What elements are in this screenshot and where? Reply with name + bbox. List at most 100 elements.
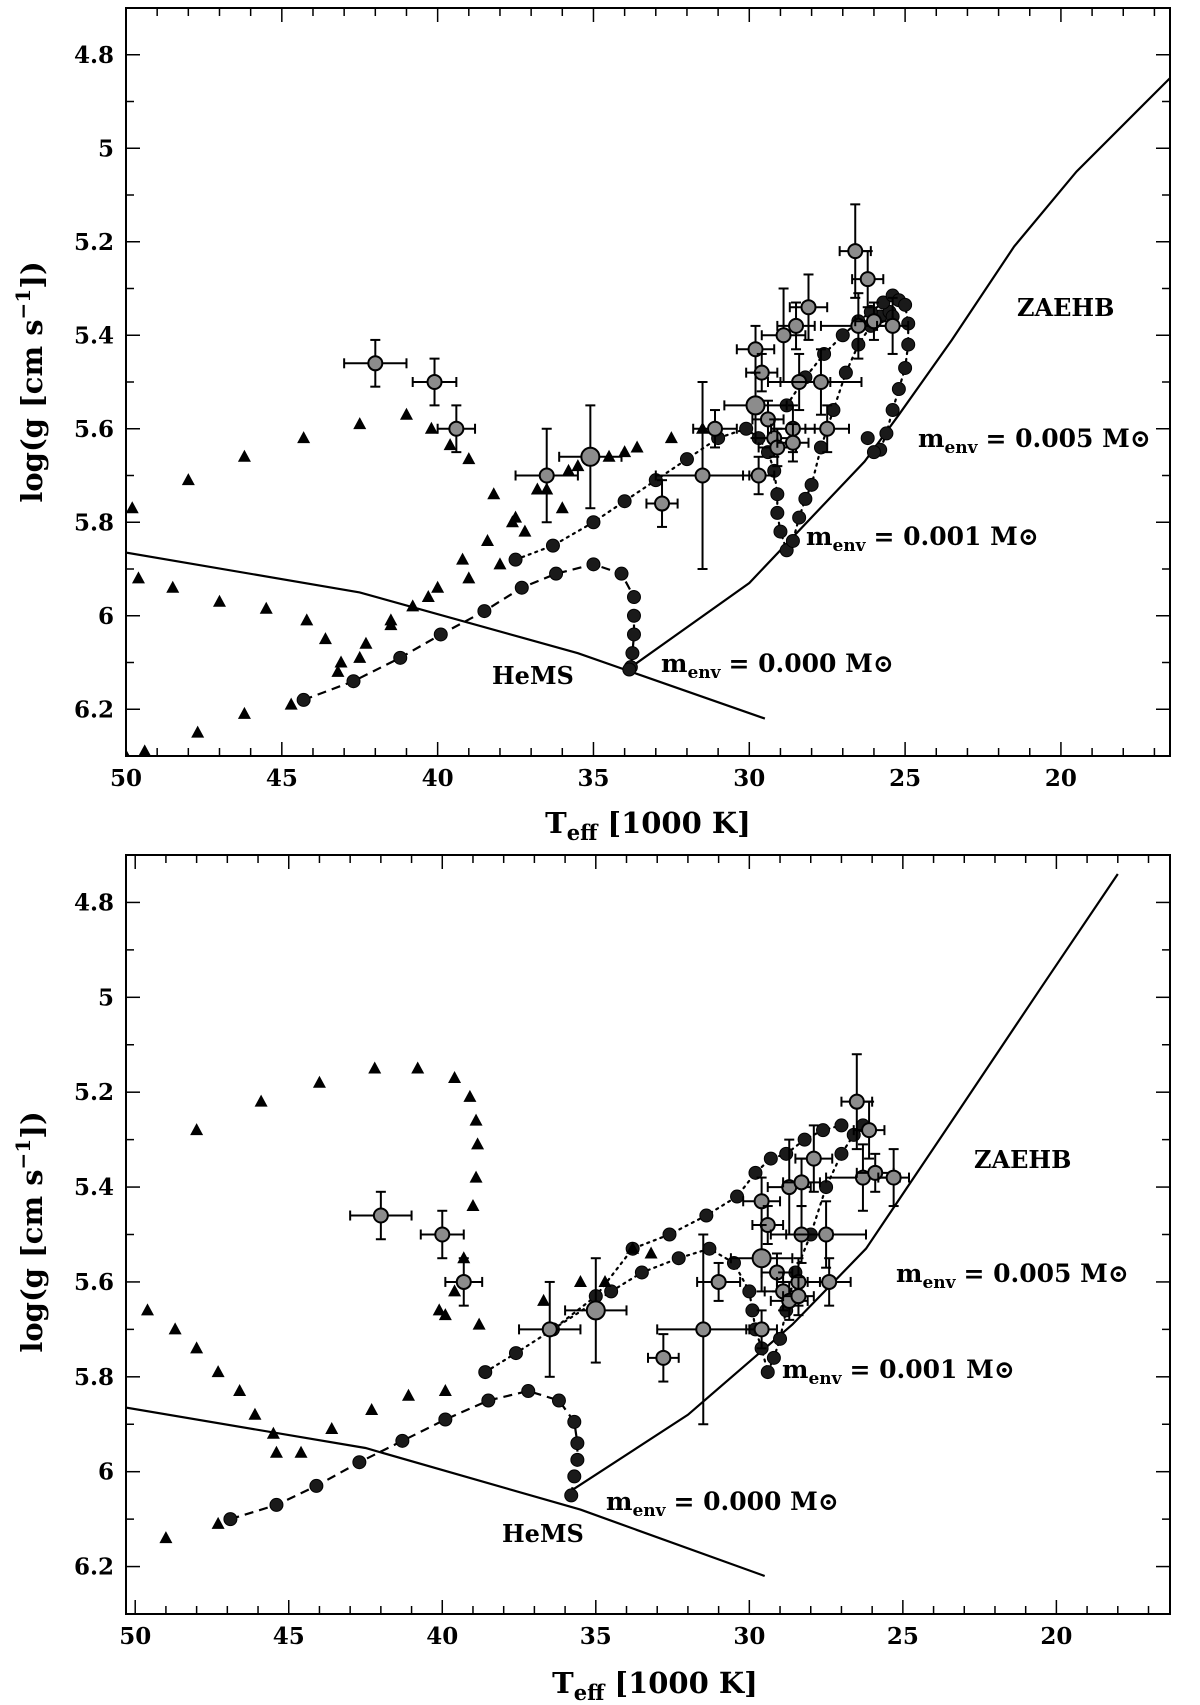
- m-env-0-000-m-sun-track-line: [230, 1389, 579, 1521]
- x-tick-label: 25: [889, 765, 921, 792]
- observed-star: [707, 420, 724, 437]
- model-point: [662, 1227, 677, 1242]
- model-point: [699, 1208, 714, 1223]
- sun-symbol: ⊙: [994, 1355, 1015, 1384]
- model-point: [625, 646, 640, 661]
- observed-star: [751, 1248, 772, 1269]
- model-point: [508, 552, 523, 567]
- model-point: [739, 421, 754, 436]
- triangle-model-point: [312, 1075, 326, 1088]
- bottom-panel: 50 45 40 35 30 25 20 4.8 5 5.2 5.4 5.6 5.8 6 6.2 Teff[…: [11, 854, 1171, 1705]
- model-point: [508, 1346, 523, 1361]
- sun-symbol: ⊙: [1130, 424, 1151, 453]
- triangle-model-point: [284, 697, 298, 710]
- model-point: [773, 1331, 788, 1346]
- observed-star: [800, 299, 817, 316]
- top-x-axis-title: Teff [1000 K]: [545, 806, 751, 845]
- model-point: [792, 510, 807, 525]
- triangle-model-point: [431, 580, 445, 593]
- model-point: [770, 487, 785, 502]
- triangle-model-point: [269, 1445, 283, 1458]
- triangle-model-point: [493, 557, 507, 570]
- triangle-model-point: [406, 599, 420, 612]
- triangle-model-point: [131, 571, 145, 584]
- model-point: [570, 1452, 585, 1467]
- triangle-model-point: [555, 501, 569, 514]
- model-point: [545, 538, 560, 553]
- triangle-model-point: [237, 706, 251, 719]
- top-y-axis-title: log(g [cm s−1]): [11, 261, 49, 502]
- model-point: [481, 1393, 496, 1408]
- triangle-model-point: [571, 459, 585, 472]
- observed-star: [859, 271, 876, 288]
- triangle-model-point: [140, 1303, 154, 1316]
- model-point: [748, 1165, 763, 1180]
- x-tick-label: 30: [733, 765, 765, 792]
- model-point: [622, 662, 637, 677]
- model-point: [879, 426, 894, 441]
- observed-star: [753, 1193, 770, 1210]
- model-point: [804, 477, 819, 492]
- triangle-model-point: [159, 1531, 173, 1544]
- m-env-0-001-m-sun-track-line: [551, 1124, 864, 1376]
- y-tick-label: 4.8: [74, 42, 114, 69]
- triangle-model-point: [505, 515, 519, 528]
- observed-star: [848, 1093, 865, 1110]
- top-menv-001-label: menv = 0.001 M⊙: [806, 522, 1039, 556]
- triangle-model-point: [469, 1113, 483, 1126]
- model-point: [567, 1414, 582, 1429]
- model-point: [586, 515, 601, 530]
- model-point: [679, 452, 694, 467]
- model-point: [901, 337, 916, 352]
- model-point: [866, 445, 881, 460]
- x-tick-label: 35: [580, 1623, 612, 1650]
- top-zaehb-label: ZAEHB: [1017, 293, 1114, 322]
- bottom-y-axis-title: log(g [cm s−1]): [11, 1111, 49, 1352]
- triangle-model-point: [471, 1137, 485, 1150]
- model-point: [816, 1123, 831, 1138]
- triangle-model-point: [463, 1089, 477, 1102]
- observed-star: [884, 317, 901, 334]
- bottom-plot-marks: [126, 873, 1119, 1578]
- observed-star: [784, 434, 801, 451]
- sun-symbol: ⊙: [1018, 522, 1039, 551]
- triangle-model-point: [368, 1061, 382, 1074]
- model-point: [269, 1497, 284, 1512]
- y-tick-label: 5: [98, 984, 114, 1011]
- observed-star: [753, 1321, 770, 1338]
- model-point: [352, 1455, 367, 1470]
- x-tick-label: 45: [266, 765, 298, 792]
- y-tick-label: 6.2: [74, 1554, 114, 1581]
- observed-star: [861, 1122, 878, 1139]
- triangle-model-point: [353, 417, 367, 430]
- triangle-model-point: [438, 1384, 452, 1397]
- triangle-model-point: [331, 664, 345, 677]
- triangle-model-point: [168, 1322, 182, 1335]
- triangle-model-point: [325, 1421, 339, 1434]
- zaehb-line: [630, 77, 1170, 669]
- observed-star: [538, 467, 555, 484]
- model-point: [770, 505, 785, 520]
- y-tick-label: 4.8: [74, 889, 114, 916]
- y-tick-label: 6: [98, 603, 114, 630]
- triangle-model-point: [365, 1403, 379, 1416]
- observed-star: [585, 1300, 606, 1321]
- observed-star: [426, 374, 443, 390]
- observed-star: [695, 1321, 712, 1338]
- top-panel: 50 45 40 35 30 25 20 4.8 5 5.2 5.4 5.6 5.8 6 6.2 Teff[…: [11, 7, 1171, 845]
- x-tick-label: 40: [422, 765, 454, 792]
- triangle-model-point: [424, 421, 438, 434]
- observed-star: [818, 1226, 835, 1243]
- bottom-hems-label: HeMS: [502, 1519, 584, 1548]
- triangle-model-point: [399, 407, 413, 420]
- observed-star: [847, 243, 864, 260]
- triangle-model-point: [318, 632, 332, 645]
- triangle-model-point: [432, 1303, 446, 1316]
- observed-star: [448, 420, 465, 437]
- observed-star: [694, 467, 711, 484]
- triangle-model-point: [598, 1274, 612, 1287]
- triangle-model-point: [359, 636, 373, 649]
- model-point: [395, 1433, 410, 1448]
- triangle-model-point: [190, 1123, 204, 1136]
